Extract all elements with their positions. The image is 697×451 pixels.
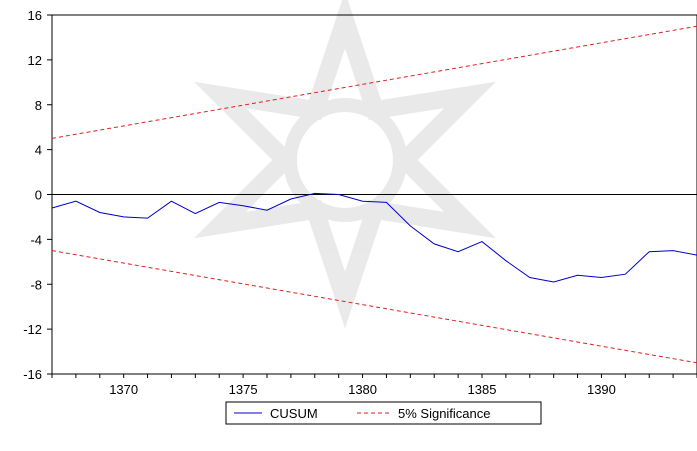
x-tick-label: 1380 — [348, 382, 377, 397]
legend-label-significance: 5% Significance — [398, 406, 491, 421]
y-tick-label: -4 — [30, 232, 42, 247]
y-tick-label: -12 — [23, 322, 42, 337]
watermark-star-icon — [194, 0, 496, 329]
y-axis: 16 12 8 4 0 -4 -8 -12 -16 — [23, 8, 52, 382]
x-tick-label: 1375 — [229, 382, 258, 397]
x-tick-label: 1385 — [468, 382, 497, 397]
y-tick-label: 0 — [35, 188, 42, 203]
x-axis: 1370 1375 1380 1385 1390 — [51, 374, 697, 397]
y-tick-label: 12 — [28, 53, 42, 68]
y-tick-label: -16 — [23, 367, 42, 382]
legend-label-cusum: CUSUM — [270, 406, 318, 421]
y-tick-label: 4 — [35, 143, 42, 158]
series-group — [51, 25, 697, 364]
y-tick-label: 8 — [35, 98, 42, 113]
y-tick-label: -8 — [30, 277, 42, 292]
legend: CUSUM 5% Significance — [225, 401, 542, 425]
legend-box — [225, 401, 542, 425]
y-tick-label: 16 — [28, 8, 42, 23]
series-line-cusum — [51, 192, 697, 283]
x-tick-label: 1390 — [587, 382, 616, 397]
series-line-lower-significance — [51, 250, 697, 364]
x-tick-label: 1370 — [109, 382, 138, 397]
